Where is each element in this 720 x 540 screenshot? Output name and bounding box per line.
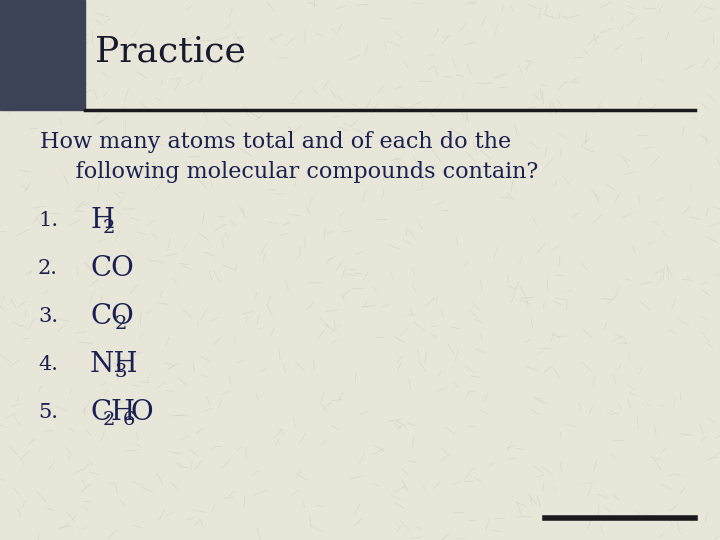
Text: H: H [90, 206, 114, 233]
Text: 2: 2 [102, 411, 115, 429]
Text: 2: 2 [102, 219, 115, 237]
Text: O: O [131, 399, 153, 426]
Text: CO: CO [90, 254, 134, 281]
Text: Practice: Practice [95, 35, 246, 69]
Text: following molecular compounds contain?: following molecular compounds contain? [40, 161, 539, 183]
Text: 1.: 1. [38, 211, 58, 229]
Text: 4.: 4. [38, 354, 58, 374]
Text: H: H [110, 399, 135, 426]
Text: C: C [90, 399, 111, 426]
Bar [0, 0, 85, 110]
Text: How many atoms total and of each do the: How many atoms total and of each do the [40, 131, 511, 153]
Text: 6: 6 [123, 411, 135, 429]
Text: CO: CO [90, 302, 134, 329]
Text: NH: NH [90, 350, 138, 377]
Text: 3: 3 [115, 363, 127, 381]
Text: 2.: 2. [38, 259, 58, 278]
Text: 3.: 3. [38, 307, 58, 326]
Text: 5.: 5. [38, 402, 58, 422]
Text: 2: 2 [115, 315, 127, 333]
